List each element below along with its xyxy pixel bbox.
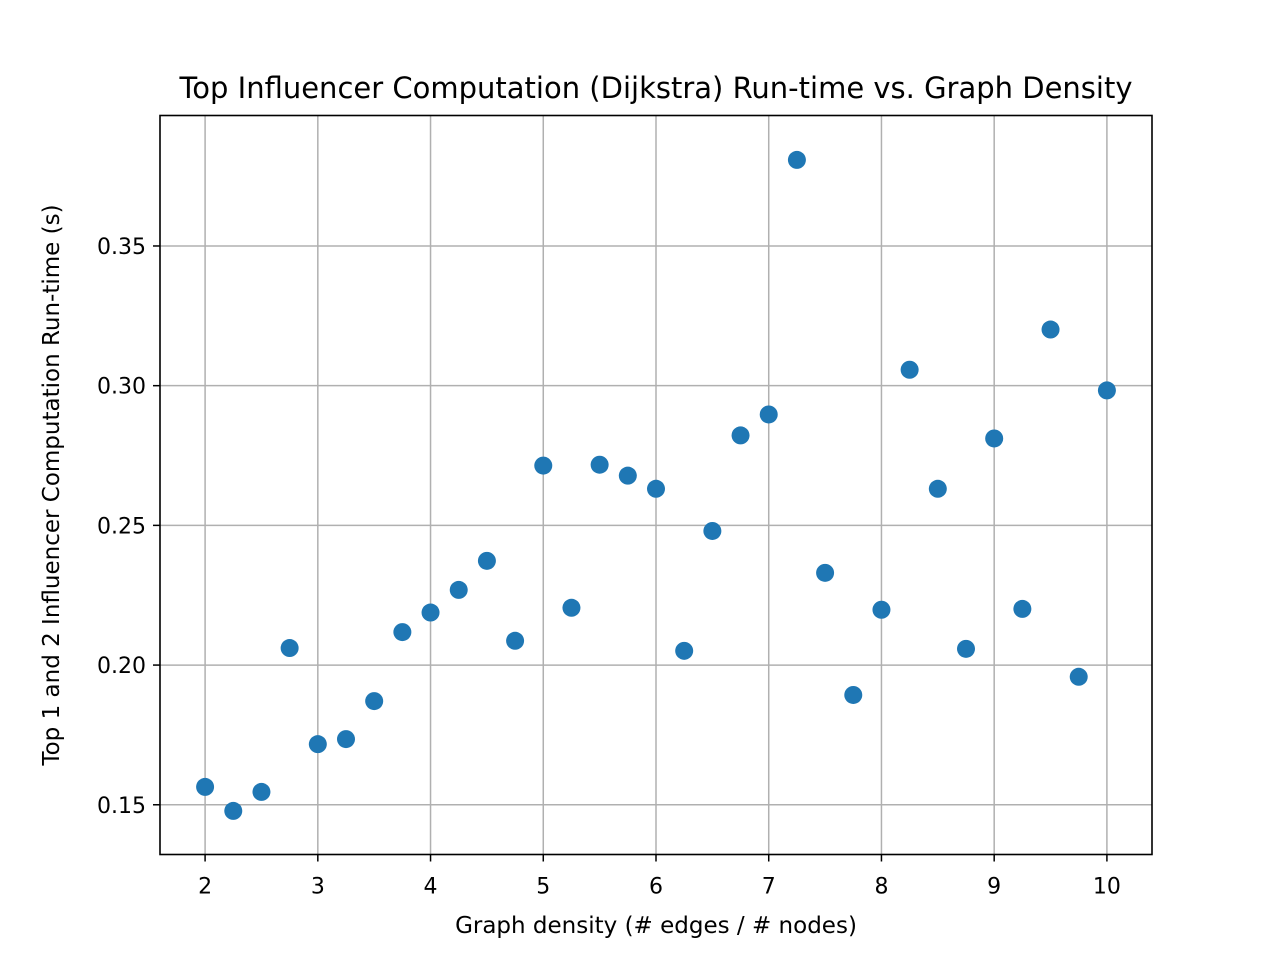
- data-point: [844, 685, 863, 704]
- y-axis-label: Top 1 and 2 Influencer Computation Run-t…: [39, 204, 65, 766]
- chart-title: Top Influencer Computation (Dijkstra) Ru…: [178, 71, 1132, 105]
- x-tick-label: 5: [536, 875, 550, 900]
- data-point: [590, 455, 609, 474]
- data-point: [1097, 381, 1116, 400]
- data-point: [816, 563, 835, 582]
- x-axis-ticks: 2 3 4 5 6 7 8 9 10: [198, 854, 1121, 900]
- data-point: [252, 782, 271, 801]
- x-tick-label: 4: [424, 875, 438, 900]
- y-tick-label: 0.30: [97, 375, 146, 400]
- x-tick-label: 10: [1093, 875, 1121, 900]
- data-point: [365, 692, 384, 711]
- y-axis-ticks: 0.15 0.20 0.25 0.30 0.35: [97, 235, 160, 819]
- data-point: [647, 479, 665, 498]
- data-point: [985, 429, 1004, 448]
- data-point: [1069, 667, 1088, 686]
- data-point: [534, 456, 553, 475]
- data-point: [787, 150, 806, 169]
- x-tick-label: 6: [649, 875, 663, 900]
- data-point: [618, 466, 637, 485]
- y-tick-label: 0.25: [97, 514, 146, 539]
- data-point: [421, 603, 440, 622]
- data-point: [759, 405, 778, 424]
- data-point: [957, 639, 975, 658]
- x-tick-label: 2: [198, 875, 212, 900]
- data-point: [1013, 599, 1032, 618]
- data-point: [928, 479, 947, 498]
- data-point: [196, 777, 215, 796]
- data-point: [308, 735, 327, 754]
- data-point: [562, 598, 581, 617]
- data-point: [449, 580, 468, 599]
- data-points: [196, 150, 1116, 820]
- x-axis-label: Graph density (# edges / # nodes): [455, 913, 857, 939]
- data-point: [224, 801, 243, 820]
- data-point: [1041, 320, 1060, 339]
- data-point: [731, 426, 750, 445]
- data-point: [900, 360, 919, 379]
- data-point: [393, 623, 412, 642]
- x-tick-label: 3: [311, 875, 325, 900]
- x-tick-label: 7: [762, 875, 776, 900]
- y-tick-label: 0.15: [97, 794, 146, 819]
- data-point: [872, 600, 891, 619]
- data-point: [675, 641, 694, 660]
- data-point: [280, 639, 299, 658]
- data-point: [506, 631, 525, 650]
- y-tick-label: 0.35: [97, 235, 146, 260]
- data-point: [703, 521, 722, 540]
- data-point: [337, 730, 355, 749]
- data-point: [477, 551, 496, 570]
- y-tick-label: 0.20: [97, 654, 146, 679]
- x-tick-label: 9: [987, 875, 1001, 900]
- x-tick-label: 8: [874, 875, 888, 900]
